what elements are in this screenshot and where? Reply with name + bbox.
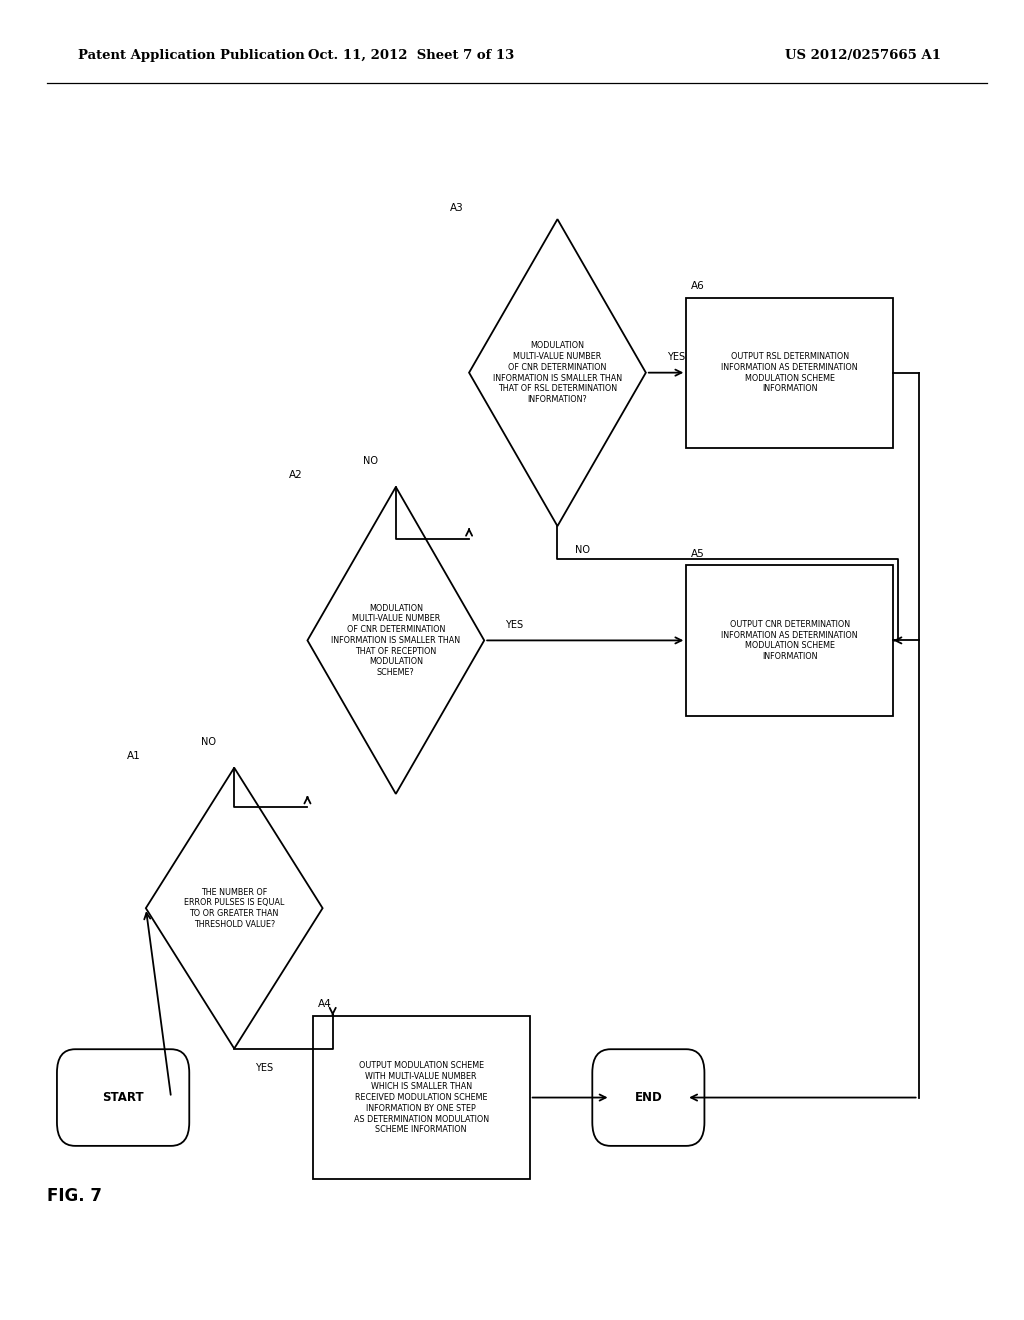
Text: OUTPUT RSL DETERMINATION
INFORMATION AS DETERMINATION
MODULATION SCHEME
INFORMAT: OUTPUT RSL DETERMINATION INFORMATION AS … xyxy=(722,352,858,393)
Text: Patent Application Publication: Patent Application Publication xyxy=(78,49,304,62)
Text: Oct. 11, 2012  Sheet 7 of 13: Oct. 11, 2012 Sheet 7 of 13 xyxy=(308,49,514,62)
Text: NO: NO xyxy=(364,455,378,466)
Text: OUTPUT CNR DETERMINATION
INFORMATION AS DETERMINATION
MODULATION SCHEME
INFORMAT: OUTPUT CNR DETERMINATION INFORMATION AS … xyxy=(722,620,858,661)
FancyBboxPatch shape xyxy=(686,565,893,715)
Text: NO: NO xyxy=(202,737,216,747)
Text: THE NUMBER OF
ERROR PULSES IS EQUAL
TO OR GREATER THAN
THRESHOLD VALUE?: THE NUMBER OF ERROR PULSES IS EQUAL TO O… xyxy=(184,887,285,929)
Text: YES: YES xyxy=(667,352,685,362)
FancyBboxPatch shape xyxy=(686,297,893,447)
Text: US 2012/0257665 A1: US 2012/0257665 A1 xyxy=(784,49,941,62)
Text: YES: YES xyxy=(255,1063,273,1073)
Text: A6: A6 xyxy=(691,281,706,290)
Text: A4: A4 xyxy=(317,999,332,1010)
Text: A2: A2 xyxy=(289,470,302,480)
Text: END: END xyxy=(635,1092,663,1104)
Text: OUTPUT MODULATION SCHEME
WITH MULTI-VALUE NUMBER
WHICH IS SMALLER THAN
RECEIVED : OUTPUT MODULATION SCHEME WITH MULTI-VALU… xyxy=(353,1061,488,1134)
Text: NO: NO xyxy=(575,545,590,554)
FancyBboxPatch shape xyxy=(592,1049,705,1146)
Text: A5: A5 xyxy=(691,549,706,558)
Text: A1: A1 xyxy=(127,751,140,762)
Polygon shape xyxy=(307,487,484,793)
Text: MODULATION
MULTI-VALUE NUMBER
OF CNR DETERMINATION
INFORMATION IS SMALLER THAN
T: MODULATION MULTI-VALUE NUMBER OF CNR DET… xyxy=(493,342,622,404)
Text: YES: YES xyxy=(506,619,523,630)
Text: MODULATION
MULTI-VALUE NUMBER
OF CNR DETERMINATION
INFORMATION IS SMALLER THAN
T: MODULATION MULTI-VALUE NUMBER OF CNR DET… xyxy=(332,603,461,677)
Text: START: START xyxy=(102,1092,144,1104)
Text: FIG. 7: FIG. 7 xyxy=(47,1187,102,1205)
FancyBboxPatch shape xyxy=(312,1016,529,1179)
Text: A3: A3 xyxy=(451,203,464,213)
Polygon shape xyxy=(145,768,323,1048)
Polygon shape xyxy=(469,219,646,527)
FancyBboxPatch shape xyxy=(57,1049,189,1146)
